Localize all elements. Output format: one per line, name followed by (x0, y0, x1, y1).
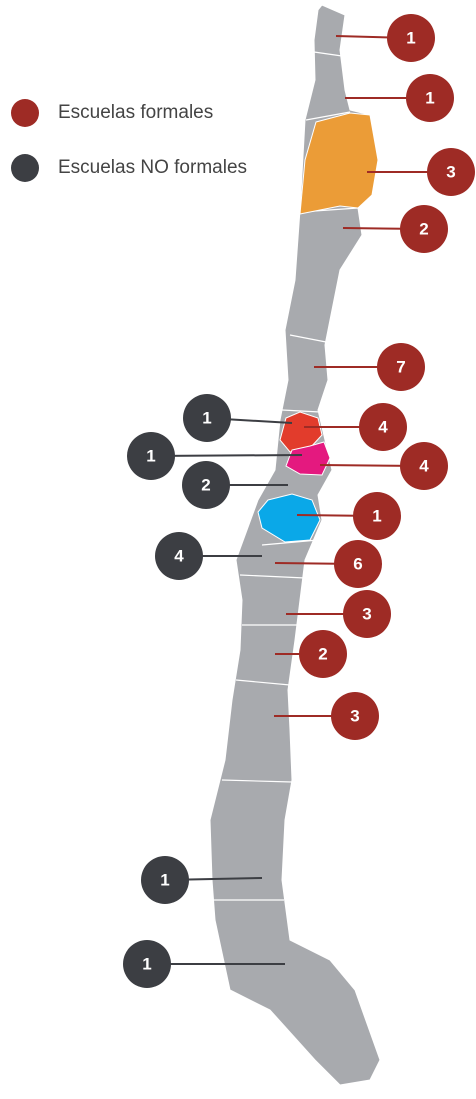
marker-circle (427, 148, 475, 196)
marker-circle (331, 692, 379, 740)
marker-count: 6 (353, 554, 362, 573)
legend-swatch (11, 154, 39, 182)
marker-count: 2 (419, 219, 428, 238)
marker-count: 1 (202, 408, 211, 427)
marker-count: 1 (142, 954, 151, 973)
marker-circle (387, 14, 435, 62)
legend-label: Escuelas NO formales (58, 157, 247, 178)
chile-map (209, 4, 381, 1086)
marker-count: 2 (318, 644, 327, 663)
marker-count: 1 (160, 870, 169, 889)
marker-circle (400, 205, 448, 253)
marker-circle (155, 532, 203, 580)
marker-circle (183, 394, 231, 442)
marker-count: 4 (419, 456, 429, 475)
leader-line (150, 454, 303, 457)
marker-count: 3 (362, 604, 371, 623)
marker-count: 1 (406, 28, 415, 47)
marker-count: 7 (396, 357, 405, 376)
marker-circle (334, 540, 382, 588)
marker-circle (299, 630, 347, 678)
country-shape (209, 4, 381, 1086)
marker-circle (377, 343, 425, 391)
marker-count: 1 (146, 446, 155, 465)
markers: 1 1 3 2 7 4 4 1 6 3 2 3 1 1 2 4 1 1 (123, 14, 475, 988)
marker-circle (353, 492, 401, 540)
marker-count: 3 (446, 162, 455, 181)
marker-count: 4 (378, 417, 388, 436)
marker-circle (123, 940, 171, 988)
marker-circle (127, 432, 175, 480)
region-borders (212, 51, 359, 901)
legend: Escuelas formales Escuelas NO formales (11, 99, 247, 182)
marker-count: 4 (174, 546, 184, 565)
region-antofagasta (299, 112, 379, 215)
marker-circle (359, 403, 407, 451)
region-metropolitana (285, 441, 331, 476)
marker-circle (400, 442, 448, 490)
marker-circle (141, 856, 189, 904)
region-biobio (257, 493, 321, 543)
marker-circle (343, 590, 391, 638)
marker-circle (406, 74, 454, 122)
legend-swatch (11, 99, 39, 127)
marker-count: 3 (350, 706, 359, 725)
marker-count: 1 (425, 88, 434, 107)
marker-count: 1 (372, 506, 381, 525)
legend-label: Escuelas formales (58, 102, 213, 123)
marker-circle (182, 461, 230, 509)
marker-count: 2 (201, 475, 210, 494)
